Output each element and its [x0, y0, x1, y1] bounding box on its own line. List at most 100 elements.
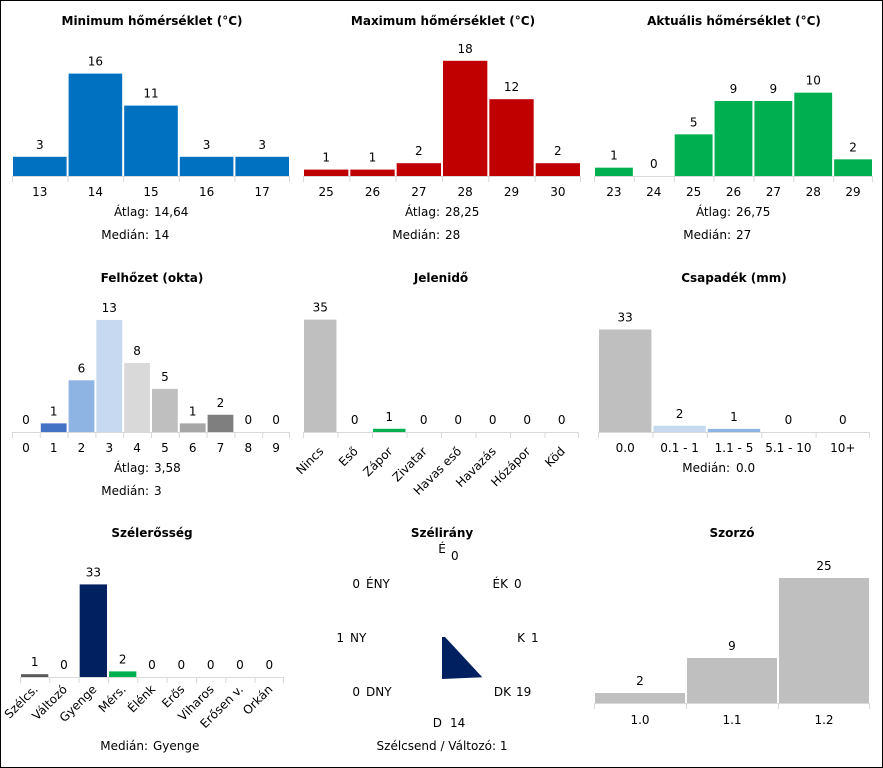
cur_temp-tick-label: 26	[726, 185, 741, 199]
max_temp-value-label: 2	[554, 144, 562, 158]
cloud-tick-label: 4	[133, 441, 141, 455]
cur_temp-value-label: 9	[770, 82, 778, 96]
min_temp-title: Minimum hőmérséklet (°C)	[62, 14, 243, 28]
max_temp-bar	[443, 60, 488, 176]
cloud-tick-label: 1	[50, 441, 58, 455]
wind_dir-direction-value: 1	[531, 631, 539, 645]
wind_dir-direction-label: NY	[350, 631, 367, 645]
multiplier-bar	[595, 693, 685, 703]
cur_temp-tick-label: 28	[806, 185, 821, 199]
weather-bar	[373, 428, 406, 432]
weather-bar	[304, 319, 337, 432]
wind_dir-direction-label: D	[433, 716, 442, 730]
precip-value-label: 1	[730, 410, 738, 424]
cur_temp-tick-label: 23	[606, 185, 621, 199]
precip-bar	[599, 329, 652, 432]
multiplier-value-label: 9	[728, 639, 736, 653]
max_temp-stat-label: Átlag:	[405, 204, 440, 219]
cur_temp-value-label: 1	[610, 149, 618, 163]
cur_temp-chart: Aktuális hőmérséklet (°C) 1 23 0 24 5 25 9 26 9 27…	[594, 14, 873, 242]
cloud-tick-label: 3	[105, 441, 113, 455]
cur_temp-stat-value: 27	[736, 228, 751, 242]
wind_dir-direction-label: ÉK	[493, 576, 510, 591]
max_temp-stat-value: 28	[445, 228, 460, 242]
weather-tick-label: Köd	[542, 444, 568, 470]
cloud-stat-value: 3,58	[154, 461, 181, 475]
weather-value-label: 0	[523, 413, 531, 427]
precip-chart: Csapadék (mm) 33 0.0 2 0.1 - 1 1 1.1 - 5 0 5.1 -…	[598, 271, 870, 475]
min_temp-tick-label: 16	[199, 185, 214, 199]
weather-value-label: 35	[313, 301, 328, 315]
wind_strength-bar	[21, 674, 49, 677]
wind_strength-value-label: 0	[60, 658, 68, 672]
weather-title: Jelenidő	[413, 271, 468, 285]
max_temp-value-label: 18	[458, 42, 473, 56]
wind_dir-direction-label: É	[438, 541, 446, 556]
weather-value-label: 0	[454, 413, 462, 427]
max_temp-value-label: 2	[415, 144, 423, 158]
cloud-value-label: 1	[50, 404, 58, 418]
precip-stat-value: 0.0	[736, 461, 755, 475]
cloud-value-label: 2	[217, 396, 225, 410]
min_temp-tick-label: 13	[32, 185, 47, 199]
weather-tick-label: Eső	[336, 444, 361, 469]
cur_temp-bar	[595, 167, 633, 176]
cloud-bar	[124, 363, 150, 432]
cloud-value-label: 13	[102, 301, 117, 315]
wind_strength-tick-label: Mérs.	[96, 682, 129, 715]
precip-bar	[707, 428, 761, 432]
precip-value-label: 33	[618, 311, 633, 325]
weather-value-label: 0	[558, 413, 566, 427]
wind_dir-direction-value: 1	[336, 631, 344, 645]
cloud-tick-label: 2	[78, 441, 86, 455]
cur_temp-bar	[754, 101, 793, 176]
wind_strength-bar	[79, 584, 107, 677]
wind_strength-value-label: 0	[178, 658, 186, 672]
max_temp-tick-label: 27	[411, 185, 426, 199]
min_temp-stat-value: 14	[154, 228, 169, 242]
min_temp-bar	[68, 73, 123, 176]
cloud-stat-value: 3	[154, 484, 162, 498]
cur_temp-value-label: 0	[650, 157, 658, 171]
min_temp-tick-label: 14	[88, 185, 103, 199]
cloud-value-label: 1	[189, 404, 197, 418]
cloud-tick-label: 6	[189, 441, 197, 455]
wind_strength-chart: Szélerősség1Szélcs.0Változó33Gyenge2Mérs…	[2, 526, 284, 753]
cloud-chart: Felhőzet (okta) 0 0 1 1 6 2 13 3 8 4 5 5 1 6 2 7 0 8 0 9 Átla…	[12, 271, 290, 498]
wind_strength-bar	[109, 671, 137, 677]
wind_dir-direction-label: DK	[494, 685, 512, 699]
wind_dir-title: Szélirány	[411, 526, 474, 540]
min_temp-bar	[124, 105, 178, 176]
precip-value-label: 2	[676, 407, 684, 421]
cur_temp-bar	[674, 134, 713, 176]
max_temp-stat-value: 28,25	[445, 205, 479, 219]
min_temp-bar	[13, 156, 67, 176]
wind_dir-footer: Szélcsend / Változó: 1	[377, 739, 508, 753]
cur_temp-value-label: 9	[730, 82, 738, 96]
precip-bar	[653, 425, 706, 432]
cur_temp-bar	[714, 101, 753, 176]
multiplier-tick-label: 1.2	[814, 713, 833, 727]
cloud-tick-label: 9	[272, 441, 280, 455]
multiplier-value-label: 25	[816, 559, 831, 573]
cur_temp-stat-label: Medián:	[683, 228, 731, 242]
wind_dir-direction-label: DNY	[366, 685, 392, 699]
wind_dir-direction-value: 0	[514, 577, 522, 591]
multiplier-tick-label: 1.1	[722, 713, 741, 727]
cloud-value-label: 0	[22, 413, 30, 427]
wind_dir-direction-label: K	[517, 631, 526, 645]
precip-value-label: 0	[785, 413, 793, 427]
wind_strength-value-label: 0	[148, 658, 156, 672]
wind_strength-tick-label: Élénk	[124, 681, 158, 715]
precip-tick-label: 10+	[830, 441, 855, 455]
cur_temp-value-label: 2	[849, 140, 857, 154]
weather-value-label: 0	[489, 413, 497, 427]
cur_temp-stat-label: Átlag:	[696, 204, 731, 219]
cloud-bar	[68, 380, 95, 432]
wind_strength-value-label: 1	[31, 655, 39, 669]
cloud-tick-label: 5	[161, 441, 169, 455]
wind_strength-title: Szélerősség	[111, 526, 192, 540]
min_temp-bar	[235, 156, 289, 176]
wind_strength-value-label: 33	[86, 565, 101, 579]
